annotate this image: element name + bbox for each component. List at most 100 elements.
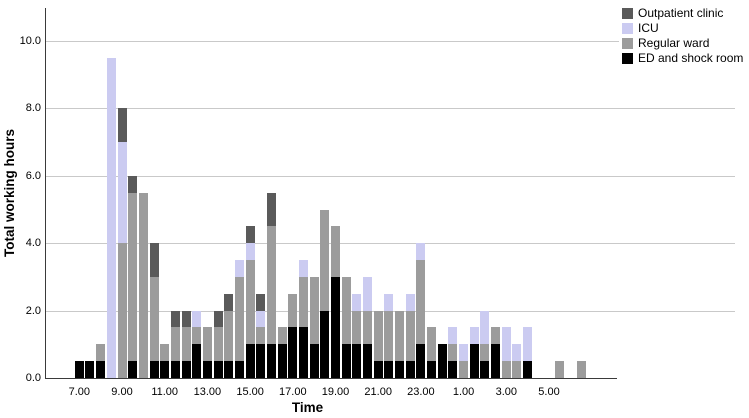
bar-21.30-regular-ward — [384, 310, 394, 362]
bar-1.30-icu — [469, 327, 479, 345]
x-tick-label: 9.00 — [111, 386, 133, 398]
bar-12.30-regular-ward — [192, 327, 202, 345]
bar-18.00-regular-ward — [309, 276, 319, 345]
bar-17.30-icu — [298, 260, 308, 277]
bar-7.00-ed-and-shock-room — [74, 361, 84, 378]
bar-10.30-ed-and-shock-room — [149, 361, 159, 378]
bar-13.00-regular-ward — [202, 327, 212, 362]
bar-21.00-regular-ward — [373, 310, 383, 362]
bar-13.30-ed-and-shock-room — [213, 361, 223, 378]
bar-10.30-regular-ward — [149, 276, 159, 362]
bar-0.30-icu — [448, 327, 458, 345]
bar-22.30-ed-and-shock-room — [405, 361, 415, 378]
bar-16.00-regular-ward — [266, 226, 276, 345]
bar-3.00-regular-ward — [501, 361, 511, 378]
bar-18.30-regular-ward — [320, 209, 330, 311]
bar-10.30-outpatient-clinic — [149, 243, 159, 277]
bar-13.00-ed-and-shock-room — [202, 361, 212, 378]
legend-label: Outpatient clinic — [638, 6, 724, 20]
bar-2.30-regular-ward — [491, 327, 501, 345]
gridline-y-4 — [45, 243, 735, 245]
bar-18.00-ed-and-shock-room — [309, 344, 319, 378]
bar-14.00-ed-and-shock-room — [224, 361, 234, 378]
bar-17.00-regular-ward — [288, 293, 298, 328]
bar-15.30-regular-ward — [256, 327, 266, 345]
bar-10.00-regular-ward — [138, 192, 148, 378]
y-tick-label: 10.0 — [19, 35, 41, 47]
bar-9.00-icu — [117, 142, 127, 244]
bar-1.00-regular-ward — [459, 361, 469, 378]
bar-0.30-regular-ward — [448, 344, 458, 362]
bar-22.00-regular-ward — [395, 310, 405, 362]
bar-14.30-regular-ward — [234, 276, 244, 362]
x-tick-label: 17.00 — [279, 386, 307, 398]
bar-9.00-outpatient-clinic — [117, 108, 127, 143]
bar-20.30-ed-and-shock-room — [363, 344, 373, 378]
bar-4.00-ed-and-shock-room — [523, 361, 533, 378]
bar-22.00-ed-and-shock-room — [395, 361, 405, 378]
legend-item-regular-ward: Regular ward — [622, 36, 743, 51]
bar-12.00-regular-ward — [181, 327, 191, 362]
bar-9.00-regular-ward — [117, 243, 127, 378]
bar-2.00-ed-and-shock-room — [480, 361, 490, 378]
legend-label: ED and shock room — [638, 51, 744, 65]
x-tick-label: 5.00 — [538, 386, 560, 398]
y-axis-title-text: Total working hours — [2, 129, 17, 257]
bar-17.30-ed-and-shock-room — [298, 327, 308, 378]
bar-14.00-regular-ward — [224, 310, 234, 362]
bar-7.30-ed-and-shock-room — [85, 361, 95, 378]
y-axis-line — [45, 8, 46, 378]
bar-14.00-outpatient-clinic — [224, 293, 234, 311]
gridline-y-8 — [45, 108, 735, 110]
bar-8.30-icu — [106, 57, 116, 378]
bar-17.00-ed-and-shock-room — [288, 327, 298, 378]
gridline-y-10 — [45, 41, 735, 42]
bar-0.30-ed-and-shock-room — [448, 361, 458, 378]
bar-3.30-icu — [512, 344, 522, 362]
bar-13.30-regular-ward — [213, 327, 223, 362]
y-tick-label: 2.0 — [25, 304, 41, 317]
bar-4.00-icu — [523, 327, 533, 362]
bar-6.30-regular-ward — [576, 361, 586, 378]
x-tick-label: 11.00 — [151, 386, 179, 398]
bar-12.30-icu — [192, 310, 202, 328]
y-tick-label: 6.0 — [25, 169, 41, 182]
bar-2.30-ed-and-shock-room — [491, 344, 501, 378]
bar-11.30-outpatient-clinic — [170, 310, 180, 328]
bar-14.30-ed-and-shock-room — [234, 361, 244, 378]
bar-23.00-regular-ward — [416, 260, 426, 345]
bar-15.30-ed-and-shock-room — [256, 344, 266, 378]
x-axis-line — [45, 378, 617, 379]
icu-swatch-icon — [622, 23, 633, 34]
bar-12.00-outpatient-clinic — [181, 310, 191, 328]
x-tick-label: 19.00 — [321, 386, 350, 398]
bar-23.30-regular-ward — [427, 327, 437, 362]
legend: Outpatient clinic ICU Regular ward ED an… — [619, 4, 744, 68]
bar-2.00-regular-ward — [480, 344, 490, 362]
bar-19.30-ed-and-shock-room — [341, 344, 351, 378]
bar-23.30-ed-and-shock-room — [427, 361, 437, 378]
bar-23.00-icu — [416, 243, 426, 261]
bar-14.30-icu — [234, 260, 244, 277]
bar-8.00-regular-ward — [96, 344, 106, 362]
x-tick-label: 13.00 — [193, 386, 222, 398]
bar-8.00-ed-and-shock-room — [96, 361, 106, 378]
x-tick-label: 15.00 — [236, 386, 264, 398]
bar-12.00-ed-and-shock-room — [181, 361, 191, 378]
bar-15.00-outpatient-clinic — [245, 226, 255, 244]
bar-19.00-regular-ward — [331, 226, 340, 277]
bar-16.00-ed-and-shock-room — [266, 344, 276, 378]
bar-16.30-ed-and-shock-room — [277, 344, 287, 378]
x-tick-label: 23.00 — [407, 386, 435, 398]
bar-13.30-outpatient-clinic — [213, 310, 223, 328]
bar-19.00-ed-and-shock-room — [331, 276, 340, 378]
gridline-y-6 — [45, 175, 735, 177]
regular-ward-swatch-icon — [622, 38, 633, 49]
bar-15.30-icu — [256, 310, 266, 328]
bar-12.30-ed-and-shock-room — [192, 344, 202, 378]
bar-15.00-ed-and-shock-room — [245, 344, 255, 378]
bar-20.00-regular-ward — [352, 310, 362, 345]
bar-11.00-regular-ward — [160, 344, 170, 362]
bar-9.30-regular-ward — [128, 192, 138, 362]
